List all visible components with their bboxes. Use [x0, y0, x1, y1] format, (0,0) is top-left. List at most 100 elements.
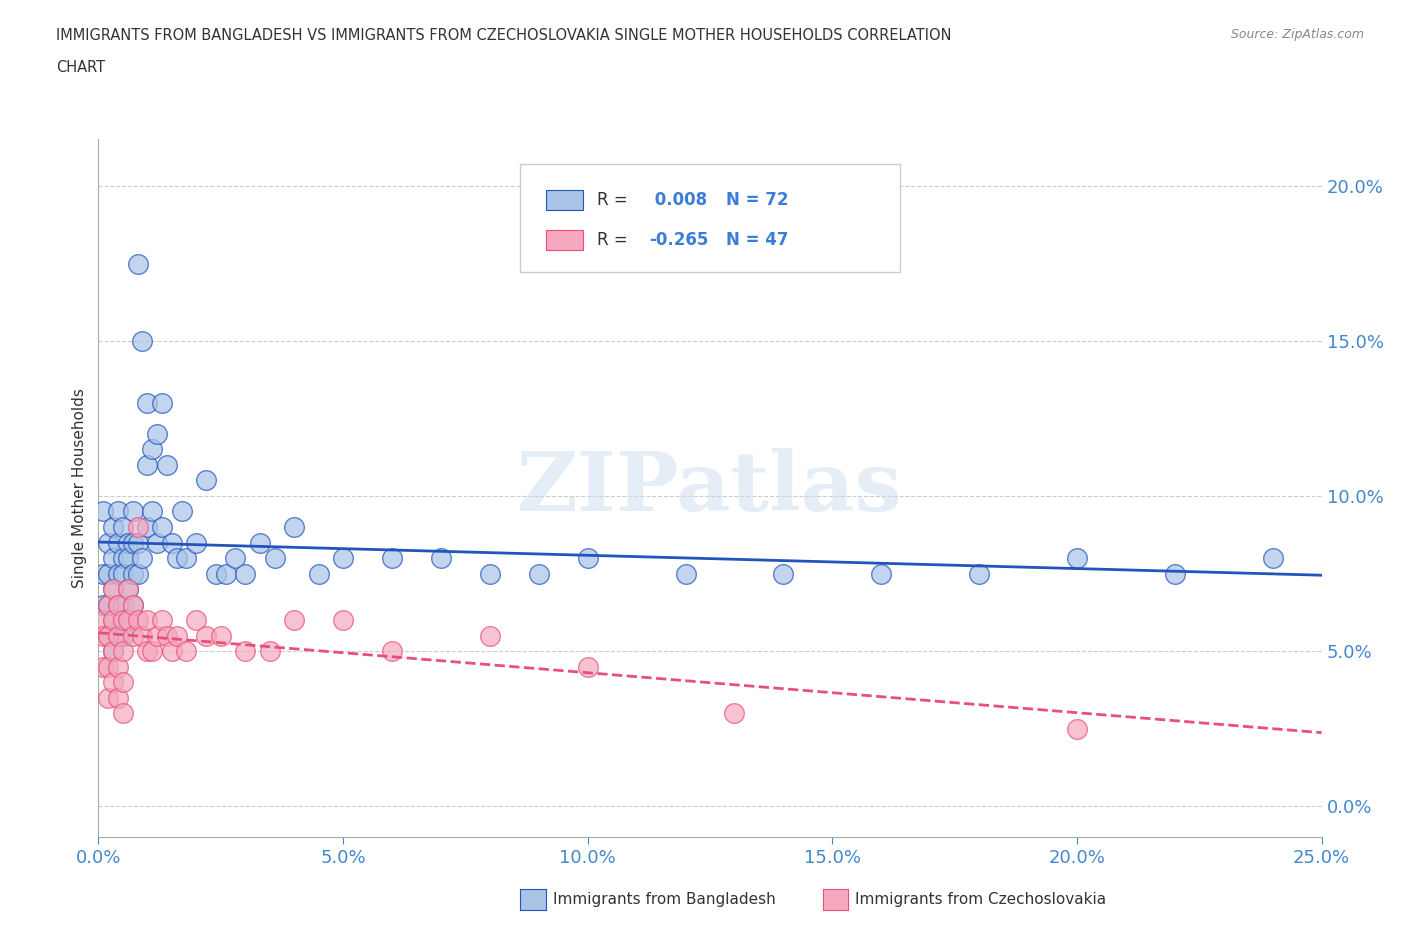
Point — [97, 690, 120, 705]
Point — [723, 706, 745, 721]
Point — [283, 520, 305, 535]
Point — [478, 566, 501, 581]
Point — [166, 628, 188, 643]
Text: N = 72: N = 72 — [725, 191, 789, 208]
Point — [91, 566, 114, 581]
Point — [107, 504, 129, 519]
Point — [97, 597, 120, 612]
Point — [117, 613, 139, 628]
Point — [101, 613, 124, 628]
Point — [141, 504, 163, 519]
Point — [576, 551, 599, 565]
Point — [101, 644, 124, 658]
Point — [111, 566, 134, 581]
Point — [127, 613, 149, 628]
Point — [136, 520, 159, 535]
Point — [127, 256, 149, 271]
Point — [166, 551, 188, 565]
Point — [772, 566, 794, 581]
Point — [160, 644, 183, 658]
Text: Immigrants from Czechoslovakia: Immigrants from Czechoslovakia — [855, 892, 1107, 907]
Point — [101, 674, 124, 689]
Text: Immigrants from Bangladesh: Immigrants from Bangladesh — [553, 892, 775, 907]
Point — [111, 706, 134, 721]
FancyBboxPatch shape — [520, 164, 900, 272]
Point — [101, 551, 124, 565]
Point — [478, 628, 501, 643]
Point — [176, 551, 198, 565]
Point — [131, 628, 153, 643]
Point — [381, 551, 404, 565]
Point — [195, 473, 218, 488]
Point — [91, 504, 114, 519]
Point — [259, 644, 281, 658]
Point — [117, 581, 139, 596]
Point — [224, 551, 246, 565]
Point — [156, 458, 179, 472]
Point — [136, 644, 159, 658]
Point — [91, 659, 114, 674]
Point — [111, 613, 134, 628]
Point — [111, 644, 134, 658]
Point — [107, 659, 129, 674]
Point — [127, 520, 149, 535]
Text: Source: ZipAtlas.com: Source: ZipAtlas.com — [1230, 28, 1364, 41]
Point — [107, 566, 129, 581]
Point — [117, 581, 139, 596]
Text: CHART: CHART — [56, 60, 105, 75]
Point — [136, 458, 159, 472]
Point — [117, 613, 139, 628]
Point — [131, 334, 153, 349]
Point — [967, 566, 990, 581]
Point — [249, 535, 271, 550]
Point — [156, 628, 179, 643]
Point — [1261, 551, 1284, 565]
Point — [107, 628, 129, 643]
Point — [186, 613, 208, 628]
Point — [136, 613, 159, 628]
Point — [117, 535, 139, 550]
Point — [111, 628, 134, 643]
Point — [111, 551, 134, 565]
Point — [97, 597, 120, 612]
Point — [150, 613, 173, 628]
Point — [576, 659, 599, 674]
Point — [127, 566, 149, 581]
Point — [111, 597, 134, 612]
Point — [91, 613, 114, 628]
Point — [127, 535, 149, 550]
Point — [101, 520, 124, 535]
Point — [146, 628, 169, 643]
Point — [150, 520, 173, 535]
Point — [1066, 551, 1088, 565]
Text: R =: R = — [598, 191, 634, 208]
Point — [97, 535, 120, 550]
Point — [1066, 721, 1088, 736]
Point — [283, 613, 305, 628]
Point — [263, 551, 285, 565]
Point — [111, 520, 134, 535]
Point — [381, 644, 404, 658]
Text: N = 47: N = 47 — [725, 232, 789, 249]
Point — [430, 551, 453, 565]
Point — [332, 613, 354, 628]
Point — [101, 644, 124, 658]
Point — [101, 581, 124, 596]
Point — [1164, 566, 1187, 581]
Point — [332, 551, 354, 565]
Point — [97, 628, 120, 643]
FancyBboxPatch shape — [546, 190, 583, 209]
Point — [107, 628, 129, 643]
Text: -0.265: -0.265 — [648, 232, 709, 249]
Point — [308, 566, 330, 581]
Point — [107, 535, 129, 550]
Point — [160, 535, 183, 550]
Point — [121, 597, 143, 612]
Y-axis label: Single Mother Households: Single Mother Households — [72, 389, 87, 588]
Point — [186, 535, 208, 550]
Point — [141, 442, 163, 457]
FancyBboxPatch shape — [546, 231, 583, 250]
Point — [233, 644, 256, 658]
Point — [176, 644, 198, 658]
Point — [870, 566, 893, 581]
